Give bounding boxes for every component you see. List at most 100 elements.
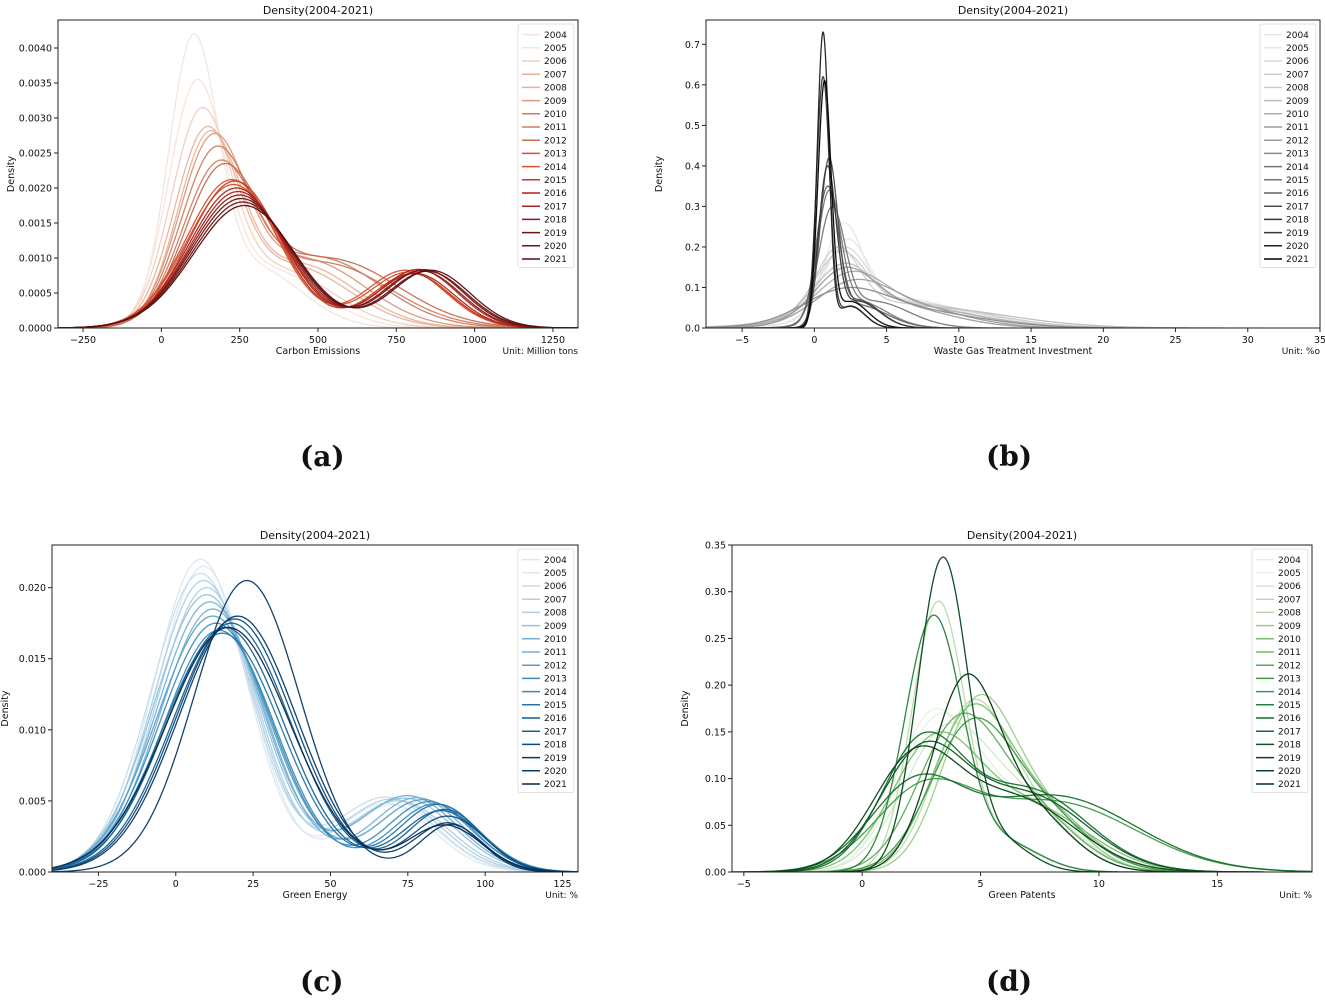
legend-label-2013: 2013 xyxy=(1286,150,1309,160)
unit-label: Unit: % xyxy=(545,891,578,901)
y-tick-label: 0.35 xyxy=(705,541,726,552)
legend-label-2014: 2014 xyxy=(1286,163,1309,173)
density-line-2018 xyxy=(750,740,1265,872)
y-tick-label: 0.020 xyxy=(19,583,46,594)
density-line-2012 xyxy=(795,712,1218,872)
x-tick-label: 250 xyxy=(231,335,249,346)
unit-label: Unit: %o xyxy=(1282,347,1321,357)
legend-label-2015: 2015 xyxy=(544,176,567,186)
x-tick-label: 0 xyxy=(173,879,179,890)
legend-label-2010: 2010 xyxy=(1278,635,1301,645)
legend-label-2015: 2015 xyxy=(544,701,567,711)
legend-label-2010: 2010 xyxy=(1286,110,1309,120)
x-tick-label: 500 xyxy=(309,335,327,346)
legend-label-2013: 2013 xyxy=(544,150,567,160)
density-line-2007 xyxy=(52,579,578,872)
legend-label-2018: 2018 xyxy=(1278,741,1301,751)
plot-frame xyxy=(57,19,579,329)
x-tick-label: 30 xyxy=(1242,335,1254,346)
legend-label-2015: 2015 xyxy=(1286,176,1309,186)
legend-label-2014: 2014 xyxy=(544,163,567,173)
legend-label-2018: 2018 xyxy=(544,741,567,751)
legend-label-2007: 2007 xyxy=(544,595,567,605)
legend-label-2012: 2012 xyxy=(544,136,567,146)
density-line-2012 xyxy=(706,278,1133,328)
legend-label-2020: 2020 xyxy=(1278,767,1301,777)
density-line-2015 xyxy=(52,632,578,872)
chart-panel-a: Density(2004-2021) −250 0 250 500 750 1000 1250… xyxy=(6,4,579,357)
legend-label-2021: 2021 xyxy=(1286,255,1309,265)
panel-caption-a: (a) xyxy=(300,440,345,473)
x-tick-label: 750 xyxy=(387,335,405,346)
x-tick-label: 25 xyxy=(247,879,259,890)
y-axis-label: Density xyxy=(654,156,665,192)
x-tick-label: −25 xyxy=(88,879,108,890)
y-tick-label: 0.0035 xyxy=(19,79,52,90)
legend-label-2008: 2008 xyxy=(1278,609,1301,619)
legend-label-2007: 2007 xyxy=(1278,595,1301,605)
legend-label-2016: 2016 xyxy=(544,714,567,724)
x-axis-label: Green Energy xyxy=(282,890,347,901)
unit-label: Unit: % xyxy=(1279,891,1312,901)
x-tick-label: 35 xyxy=(1314,335,1325,346)
legend-label-2017: 2017 xyxy=(1286,202,1309,212)
density-line-2021 xyxy=(52,626,578,872)
legend-label-2011: 2011 xyxy=(1286,123,1309,133)
x-tick-label: 20 xyxy=(1097,335,1109,346)
density-line-2011 xyxy=(52,608,578,872)
legend-label-2006: 2006 xyxy=(544,57,567,67)
density-line-2004 xyxy=(52,558,572,872)
x-tick-label: 1250 xyxy=(541,335,565,346)
x-tick-label: 10 xyxy=(1093,879,1105,890)
x-tick-label: 10 xyxy=(953,335,965,346)
legend-label-2007: 2007 xyxy=(1286,70,1309,80)
legend: 2004 2005 2006 2007 2008 2009 2010 2011 2012 2013… xyxy=(1259,23,1317,269)
x-axis-label: Carbon Emissions xyxy=(276,346,361,357)
x-axis-label: Waste Gas Treatment Investment xyxy=(934,346,1093,357)
legend-label-2008: 2008 xyxy=(544,609,567,619)
legend-label-2012: 2012 xyxy=(544,661,567,671)
legend-label-2018: 2018 xyxy=(544,216,567,226)
y-tick-label: 0.6 xyxy=(685,80,700,91)
plot-frame xyxy=(705,19,1321,329)
legend-label-2011: 2011 xyxy=(1278,648,1301,658)
density-line-2018 xyxy=(771,165,945,328)
x-tick-label: 50 xyxy=(324,879,336,890)
chart-panel-c: Density(2004-2021) −25 0 25 50 75 100 125 0.000 0… xyxy=(0,529,579,901)
density-line-2019 xyxy=(792,76,909,328)
density-line-2009 xyxy=(706,262,1263,328)
legend-label-2006: 2006 xyxy=(1286,57,1309,67)
legend-label-2004: 2004 xyxy=(544,31,567,41)
y-tick-label: 0.005 xyxy=(19,796,46,807)
x-tick-label: 15 xyxy=(1211,879,1223,890)
legend-label-2007: 2007 xyxy=(544,70,567,80)
y-tick-label: 0.7 xyxy=(685,40,700,51)
chart-title: Density(2004-2021) xyxy=(263,4,373,17)
legend-label-2005: 2005 xyxy=(1286,44,1309,54)
legend-label-2021: 2021 xyxy=(544,780,567,790)
legend-label-2016: 2016 xyxy=(1286,189,1309,199)
x-axis-label: Green Patents xyxy=(988,890,1055,901)
density-line-2006 xyxy=(774,721,1218,872)
y-tick-label: 0.30 xyxy=(705,587,726,598)
y-tick-label: 0.015 xyxy=(19,654,46,665)
density-line-2013 xyxy=(706,286,1190,328)
legend-label-2013: 2013 xyxy=(544,675,567,685)
density-line-2019 xyxy=(743,745,1253,872)
y-tick-label: 0.000 xyxy=(19,868,46,879)
series-group xyxy=(58,33,578,328)
legend-label-2017: 2017 xyxy=(544,727,567,737)
y-axis-label: Density xyxy=(6,156,17,192)
y-tick-label: 0.0015 xyxy=(19,219,52,230)
y-tick-label: 0.2 xyxy=(685,242,700,253)
y-tick-label: 0.010 xyxy=(19,725,46,736)
density-line-2020 xyxy=(52,579,575,872)
legend-label-2020: 2020 xyxy=(544,242,567,252)
legend-label-2008: 2008 xyxy=(1286,84,1309,94)
legend-label-2020: 2020 xyxy=(544,767,567,777)
density-line-2010 xyxy=(817,703,1230,872)
density-line-2005 xyxy=(776,712,1218,872)
y-tick-label: 0.20 xyxy=(705,681,726,692)
series-group xyxy=(732,556,1312,872)
x-tick-label: 5 xyxy=(884,335,890,346)
